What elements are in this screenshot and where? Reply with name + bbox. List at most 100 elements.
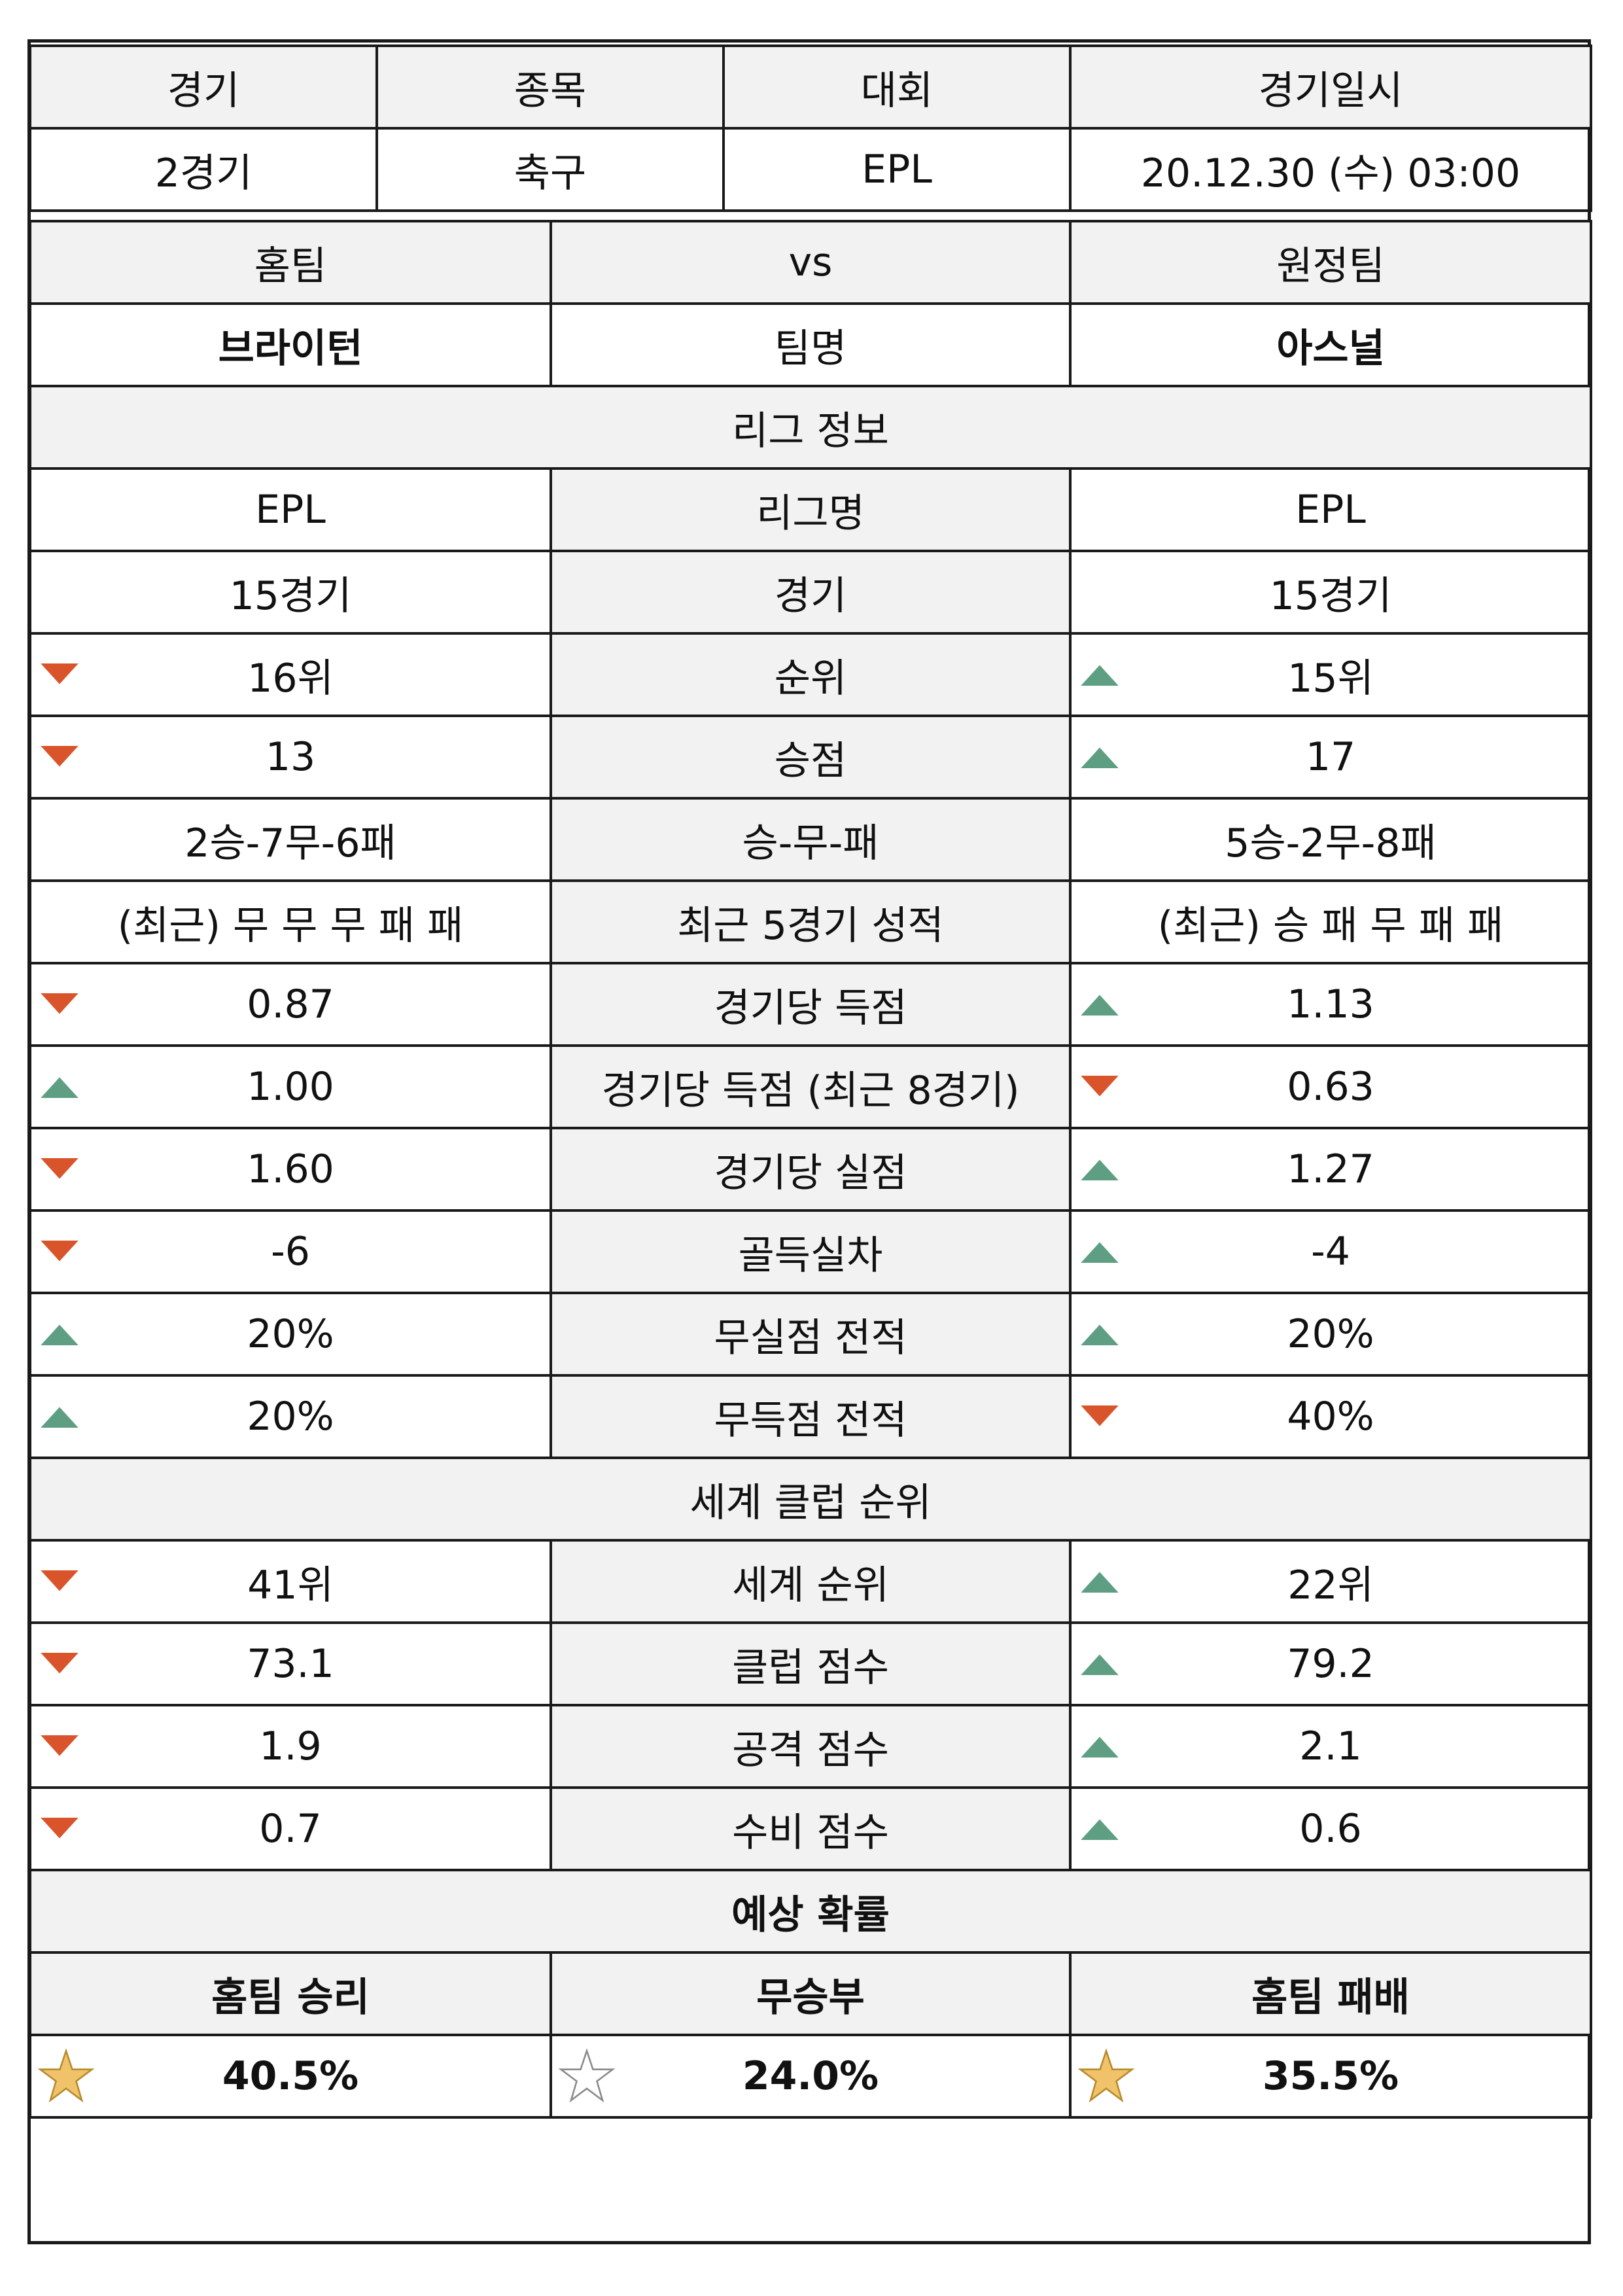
away-stat-value: 17 bbox=[1069, 715, 1592, 800]
stat-label: 리그명 bbox=[550, 467, 1072, 552]
trend-down-icon bbox=[37, 1239, 82, 1263]
world-stat-row: 1.9 공격 점수 2.1 bbox=[29, 1704, 1592, 1789]
home-team-name: 브라이턴 bbox=[29, 302, 552, 387]
trend-up-icon bbox=[1077, 1652, 1122, 1676]
stat-label: 무실점 전적 bbox=[550, 1292, 1072, 1377]
stat-label: 경기당 득점 (최근 8경기) bbox=[550, 1044, 1072, 1129]
trend-up-icon bbox=[37, 1075, 82, 1099]
world-section-header: 세계 클럽 순위 bbox=[29, 1457, 1592, 1542]
sport-value: 축구 bbox=[375, 127, 725, 212]
home-stat-value: 0.87 bbox=[29, 962, 552, 1047]
trend-up-icon bbox=[1077, 1735, 1122, 1759]
home-stat-value: 13 bbox=[29, 715, 552, 800]
stat-label: 수비 점수 bbox=[550, 1786, 1072, 1871]
stat-label: 무득점 전적 bbox=[550, 1374, 1072, 1459]
away-stat-value: 40% bbox=[1069, 1374, 1592, 1459]
prediction-section-title: 예상 확률 bbox=[29, 1869, 1592, 1954]
world-section-title: 세계 클럽 순위 bbox=[29, 1457, 1592, 1542]
away-stat-value: 0.63 bbox=[1069, 1044, 1592, 1129]
trend-up-icon bbox=[37, 1405, 82, 1429]
competition-value: EPL bbox=[722, 127, 1072, 212]
league-stat-row: 2승-7무-6패 승-무-패 5승-2무-8패 bbox=[29, 797, 1592, 882]
league-section-header: 리그 정보 bbox=[29, 385, 1592, 470]
stat-label: 세계 순위 bbox=[550, 1539, 1072, 1624]
away-stat-value: 22위 bbox=[1069, 1539, 1592, 1624]
sport-header-cell: 종목 bbox=[375, 44, 725, 130]
away-stat-value: 20% bbox=[1069, 1292, 1592, 1377]
home-stat-value: 1.00 bbox=[29, 1044, 552, 1129]
prediction-label-row: 홈팀 승리 무승부 홈팀 패배 bbox=[29, 1951, 1592, 2036]
away-stat-value: (최근) 승 패 무 패 패 bbox=[1069, 879, 1592, 964]
home-stat-value: -6 bbox=[29, 1209, 552, 1294]
draw-label: 무승부 bbox=[550, 1951, 1072, 2036]
home-stat-value: 0.7 bbox=[29, 1786, 552, 1871]
away-stat-value: 79.2 bbox=[1069, 1621, 1592, 1706]
trend-down-icon bbox=[37, 662, 82, 686]
world-stat-row: 41위 세계 순위 22위 bbox=[29, 1539, 1592, 1624]
datetime-value: 20.12.30 (수) 03:00 bbox=[1069, 127, 1592, 212]
trend-up-icon bbox=[1077, 1817, 1122, 1841]
home-loss-probability: 35.5% bbox=[1069, 2034, 1592, 2119]
trend-up-icon bbox=[1077, 745, 1122, 769]
home-win-probability: 40.5% bbox=[29, 2034, 552, 2119]
home-win-label: 홈팀 승리 bbox=[29, 1951, 552, 2036]
team-name-label: 팀명 bbox=[550, 302, 1072, 387]
trend-down-icon bbox=[37, 1816, 82, 1841]
trend-down-icon bbox=[37, 1157, 82, 1181]
stat-label: 경기당 득점 bbox=[550, 962, 1072, 1047]
home-loss-label: 홈팀 패배 bbox=[1069, 1951, 1592, 2036]
away-team-name: 아스널 bbox=[1069, 302, 1592, 387]
trend-down-icon bbox=[37, 1734, 82, 1758]
world-stat-row: 73.1 클럽 점수 79.2 bbox=[29, 1621, 1592, 1706]
home-stat-value: 1.60 bbox=[29, 1127, 552, 1212]
trend-up-icon bbox=[1077, 663, 1122, 687]
stats-table: 홈팀 vs 원정팀 브라이턴 팀명 아스널 리그 정보 EPL 리그명 EPL 15경… bbox=[29, 220, 1592, 2119]
trend-up-icon bbox=[1077, 1322, 1122, 1347]
vs-label: vs bbox=[550, 220, 1072, 305]
star-filled-icon bbox=[38, 2048, 94, 2103]
away-stat-value: 5승-2무-8패 bbox=[1069, 797, 1592, 882]
match-header-row: 경기 종목 대회 경기일시 bbox=[29, 44, 1592, 130]
trend-down-icon bbox=[1077, 1074, 1122, 1099]
home-stat-value: 2승-7무-6패 bbox=[29, 797, 552, 882]
league-stat-row: 0.87 경기당 득점 1.13 bbox=[29, 962, 1592, 1047]
trend-down-icon bbox=[37, 1569, 82, 1593]
league-stat-row: 20% 무실점 전적 20% bbox=[29, 1292, 1592, 1377]
away-stat-value: -4 bbox=[1069, 1209, 1592, 1294]
trend-up-icon bbox=[1077, 993, 1122, 1017]
trend-down-icon bbox=[37, 992, 82, 1016]
match-value-row: 2경기 축구 EPL 20.12.30 (수) 03:00 bbox=[29, 127, 1592, 212]
away-stat-value: 2.1 bbox=[1069, 1704, 1592, 1789]
league-stat-row: 1.00 경기당 득점 (최근 8경기) 0.63 bbox=[29, 1044, 1592, 1129]
away-team-label: 원정팀 bbox=[1069, 220, 1592, 305]
stat-label: 최근 5경기 성적 bbox=[550, 879, 1072, 964]
trend-down-icon bbox=[1077, 1404, 1122, 1428]
stat-label: 승점 bbox=[550, 715, 1072, 800]
home-stat-value: 16위 bbox=[29, 632, 552, 717]
home-stat-value: (최근) 무 무 무 패 패 bbox=[29, 879, 552, 964]
match-info-table: 경기 종목 대회 경기일시 2경기 축구 EPL 20.12.30 (수) 03… bbox=[29, 44, 1592, 212]
away-stat-value: 1.13 bbox=[1069, 962, 1592, 1047]
team-name-row: 브라이턴 팀명 아스널 bbox=[29, 302, 1592, 387]
team-header-row: 홈팀 vs 원정팀 bbox=[29, 220, 1592, 305]
competition-header-cell: 대회 bbox=[722, 44, 1072, 130]
world-stat-row: 0.7 수비 점수 0.6 bbox=[29, 1786, 1592, 1871]
league-stat-row: 13 승점 17 bbox=[29, 715, 1592, 800]
league-stat-row: -6 골득실차 -4 bbox=[29, 1209, 1592, 1294]
trend-up-icon bbox=[37, 1322, 82, 1347]
draw-probability: 24.0% bbox=[550, 2034, 1072, 2119]
away-stat-value: 1.27 bbox=[1069, 1127, 1592, 1212]
home-stat-value: 20% bbox=[29, 1374, 552, 1459]
match-header-cell: 경기 bbox=[29, 44, 378, 130]
home-stat-value: 1.9 bbox=[29, 1704, 552, 1789]
league-section-title: 리그 정보 bbox=[29, 385, 1592, 470]
away-stat-value: 15위 bbox=[1069, 632, 1592, 717]
home-stat-value: 73.1 bbox=[29, 1621, 552, 1706]
stat-label: 골득실차 bbox=[550, 1209, 1072, 1294]
stat-label: 승-무-패 bbox=[550, 797, 1072, 882]
home-stat-value: EPL bbox=[29, 467, 552, 552]
trend-up-icon bbox=[1077, 1570, 1122, 1594]
league-stat-row: EPL 리그명 EPL bbox=[29, 467, 1592, 552]
trend-up-icon bbox=[1077, 1240, 1122, 1264]
trend-down-icon bbox=[37, 1651, 82, 1676]
